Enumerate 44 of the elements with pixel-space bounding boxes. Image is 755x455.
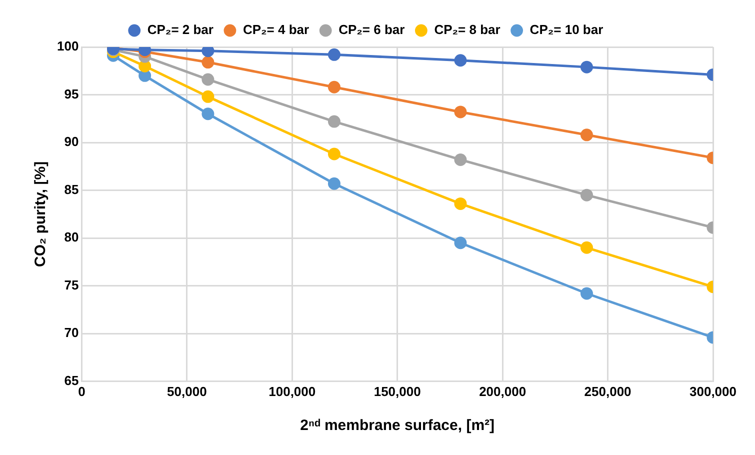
x-tick-label: 100,000 bbox=[268, 384, 316, 399]
y-tick-label: 75 bbox=[64, 277, 79, 292]
point bbox=[328, 80, 340, 94]
point bbox=[202, 73, 214, 86]
legend-label: CP₂= 2 bar bbox=[147, 22, 214, 38]
point bbox=[580, 188, 593, 202]
point bbox=[202, 108, 214, 120]
point bbox=[328, 177, 340, 190]
point bbox=[202, 56, 214, 69]
point bbox=[580, 128, 593, 142]
point bbox=[454, 236, 467, 250]
y-tick-label: 95 bbox=[64, 86, 79, 102]
x-tick-label: 50,000 bbox=[167, 384, 207, 399]
point bbox=[202, 47, 214, 58]
point bbox=[454, 153, 467, 166]
legend-label: CP₂= 6 bar bbox=[338, 22, 405, 38]
x-tick-label: 250,000 bbox=[584, 384, 632, 399]
legend-label: CP₂= 10 bar bbox=[530, 22, 604, 38]
x-tick-label: 150,000 bbox=[374, 384, 421, 399]
point bbox=[454, 197, 467, 210]
x-tick-label: 200,000 bbox=[479, 384, 526, 399]
point bbox=[580, 287, 593, 300]
y-tick-label: 85 bbox=[64, 182, 79, 197]
y-tick-label: 70 bbox=[64, 325, 79, 340]
y-tick-label: 65 bbox=[64, 372, 79, 388]
point bbox=[202, 90, 214, 103]
legend-label: CP₂= 8 bar bbox=[434, 22, 500, 38]
legend-label: CP₂= 4 bar bbox=[242, 22, 310, 38]
point bbox=[454, 106, 467, 118]
point bbox=[580, 60, 593, 74]
point bbox=[454, 54, 467, 67]
x-tick-label: 300,000 bbox=[690, 384, 736, 399]
point bbox=[580, 241, 593, 254]
y-tick-label: 90 bbox=[64, 134, 79, 150]
y-tick-label: 80 bbox=[64, 230, 79, 245]
y-axis-title: CO₂ purity, [%] bbox=[32, 161, 50, 267]
x-tick-label: 0 bbox=[78, 384, 86, 399]
point bbox=[328, 148, 340, 160]
x-axis-title: 2ⁿᵈ membrane surface, [m²] bbox=[300, 417, 495, 434]
y-tick-label: 100 bbox=[56, 38, 79, 54]
point bbox=[328, 48, 340, 61]
point bbox=[138, 69, 152, 82]
point bbox=[138, 60, 152, 72]
point bbox=[328, 115, 340, 128]
